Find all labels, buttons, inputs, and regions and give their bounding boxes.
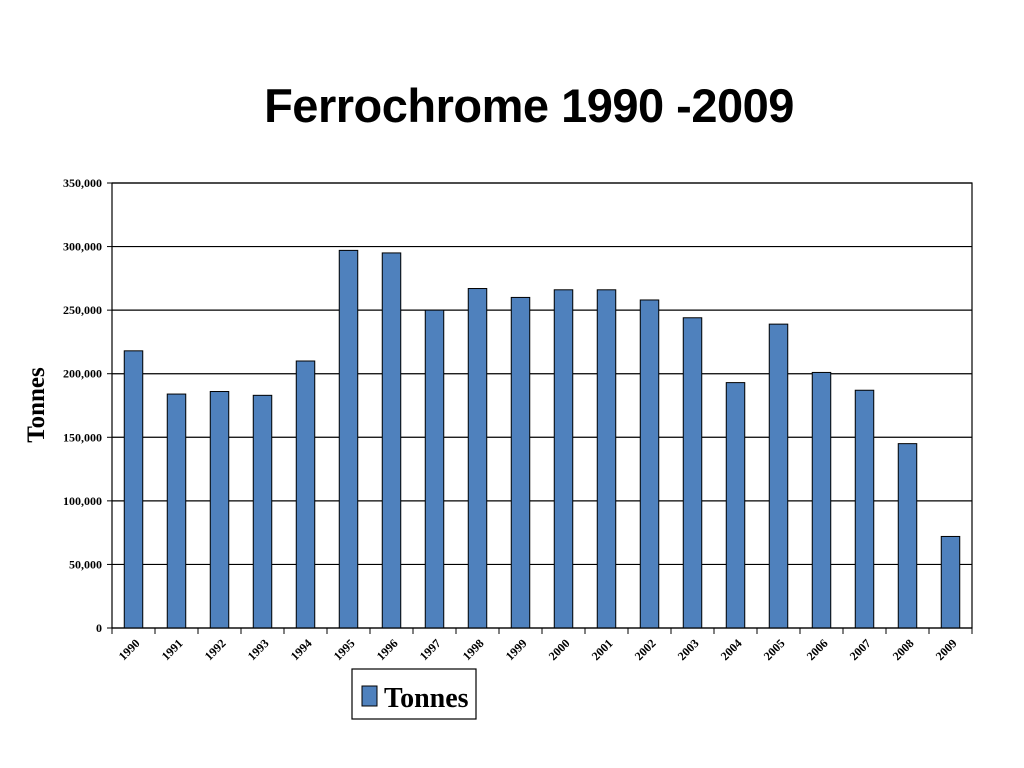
x-tick-label: 2003 xyxy=(675,636,702,663)
chart-title: Ferrochrome 1990 -2009 xyxy=(264,79,794,132)
legend-label: Tonnes xyxy=(384,683,469,714)
legend: Tonnes xyxy=(351,668,477,720)
bar-2008 xyxy=(897,443,918,629)
bar-2005 xyxy=(768,323,789,629)
x-tick-label: 2006 xyxy=(804,636,831,663)
bar-2003 xyxy=(682,317,703,629)
bars xyxy=(123,249,961,629)
bar-2004 xyxy=(725,382,746,629)
bar-2007 xyxy=(854,389,875,629)
x-tick-label: 1997 xyxy=(417,636,444,663)
y-tick-label: 200,000 xyxy=(63,367,102,381)
bar-1997 xyxy=(424,309,445,629)
x-tick-label: 1998 xyxy=(460,636,487,663)
bar-2000 xyxy=(553,289,574,629)
x-tick-label: 1994 xyxy=(288,636,315,663)
bar-1999 xyxy=(510,296,531,629)
x-tick-label: 2007 xyxy=(847,636,874,663)
bar-1994 xyxy=(295,360,316,629)
x-tick-label: 2001 xyxy=(589,636,616,663)
bar-2009 xyxy=(940,535,961,629)
y-tick-label: 50,000 xyxy=(69,557,102,571)
y-tick-label: 100,000 xyxy=(63,494,102,508)
y-tick-label: 0 xyxy=(96,621,102,635)
x-tick-label: 1993 xyxy=(245,636,272,663)
bar-1990 xyxy=(123,350,144,629)
y-tick-label: 350,000 xyxy=(63,176,102,190)
x-tick-label: 1992 xyxy=(202,636,229,663)
bar-2002 xyxy=(639,299,660,629)
plot-frame xyxy=(111,182,973,629)
x-tick-label: 2005 xyxy=(761,636,788,663)
bar-1998 xyxy=(467,288,488,629)
x-tick-label: 2004 xyxy=(718,636,745,663)
x-tick-label: 1996 xyxy=(374,636,401,663)
y-axis-label: Tonnes xyxy=(23,367,50,443)
x-tick-label: 2008 xyxy=(890,636,917,663)
x-tick-label: 1995 xyxy=(331,636,358,663)
x-tick-label: 2009 xyxy=(933,636,960,663)
bar-1996 xyxy=(381,252,402,629)
x-tick-label: 2000 xyxy=(546,636,573,663)
bar-1992 xyxy=(209,391,230,629)
bar-1991 xyxy=(166,393,187,629)
gridlines xyxy=(112,182,972,629)
bar-1995 xyxy=(338,249,359,629)
y-axis-ticks: 0 50,000 100,000 150,000 200,000 250,000 300,0… xyxy=(63,176,112,635)
y-tick-label: 250,000 xyxy=(63,303,102,317)
x-tick-label: 1999 xyxy=(503,636,530,663)
y-tick-label: 150,000 xyxy=(63,430,102,444)
bar-1993 xyxy=(252,394,273,629)
bar-2006 xyxy=(811,371,832,629)
bar-2001 xyxy=(596,289,617,629)
x-tick-label: 1991 xyxy=(159,636,186,663)
x-tick-label: 2002 xyxy=(632,636,659,663)
x-tick-label: 1990 xyxy=(116,636,143,663)
legend-swatch xyxy=(361,685,378,707)
x-axis-ticks: 1990 1991 1992 1993 1994 1995 1996 1997 1998 1999… xyxy=(111,628,973,663)
y-tick-label: 300,000 xyxy=(63,240,102,254)
